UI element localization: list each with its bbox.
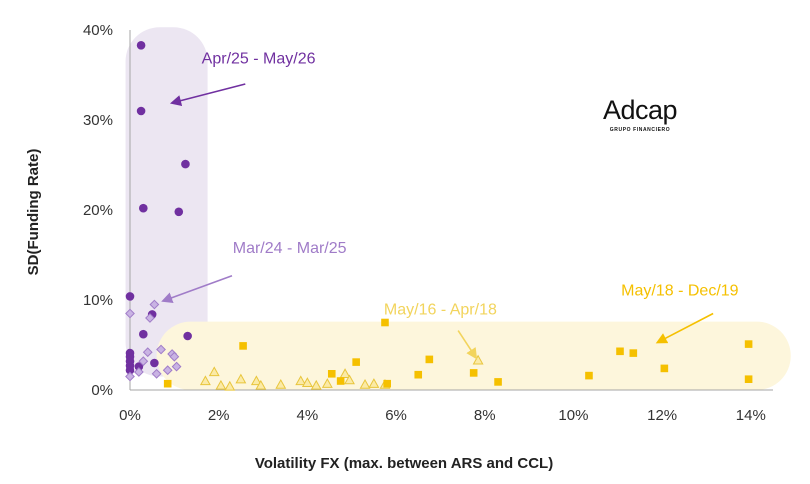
annotation-label: May/18 - Dec/19 (621, 283, 738, 300)
data-point (472, 354, 484, 365)
data-point (321, 378, 333, 388)
x-tick-label: 2% (208, 407, 230, 424)
x-tick-label: 4% (297, 407, 319, 424)
y-tick-label: 0% (91, 382, 113, 399)
annotation-arrow (169, 83, 246, 107)
x-tick-label: 12% (647, 407, 677, 424)
data-point (162, 365, 173, 376)
data-point (381, 318, 389, 327)
y-tick-label: 40% (83, 22, 113, 39)
series-square (163, 318, 753, 388)
data-point (368, 378, 380, 388)
data-point (156, 344, 166, 355)
data-point (125, 371, 135, 382)
y-tick-label: 10% (83, 292, 113, 309)
data-point (469, 369, 478, 377)
data-point (215, 379, 227, 390)
x-tick-labels: 0% 2% 4% 6% 8% 10% 12% 14% (119, 407, 766, 424)
data-point (139, 203, 148, 213)
data-point (183, 331, 192, 341)
data-point (255, 379, 267, 390)
data-point (133, 367, 144, 377)
y-tick-labels: 0% 10% 20% 30% 40% (83, 22, 113, 399)
data-point (125, 365, 135, 375)
annotation-arrow (457, 330, 478, 360)
data-point (327, 370, 336, 378)
logo-subtext: GRUPO FINANCIERO (610, 127, 670, 133)
data-point (145, 313, 155, 323)
data-point (134, 362, 144, 371)
y-tick-label: 20% (83, 202, 113, 219)
data-point (125, 308, 135, 319)
annotation-arrow (655, 312, 714, 344)
data-point (150, 358, 159, 368)
data-point (250, 375, 262, 386)
data-point (660, 364, 669, 373)
band-purple (125, 27, 208, 377)
data-point (199, 375, 211, 386)
data-point (295, 375, 307, 386)
data-point (352, 358, 360, 366)
axes (129, 30, 773, 391)
y-tick-label: 30% (83, 112, 113, 129)
series-triangle (199, 354, 484, 391)
data-point (224, 380, 236, 391)
data-point (414, 370, 423, 379)
data-point (181, 159, 190, 169)
data-point (138, 356, 149, 367)
x-tick-label: 14% (736, 407, 766, 424)
data-point (744, 375, 753, 383)
data-point (136, 106, 146, 116)
data-point (239, 342, 247, 350)
data-point (336, 377, 345, 385)
annotation-label: Apr/25 - May/26 (202, 50, 316, 67)
data-point (616, 347, 624, 356)
x-tick-label: 8% (474, 407, 496, 424)
data-point (149, 299, 160, 310)
adcap-logo: Adcap GRUPO FINANCIERO (603, 95, 678, 133)
annotation-label: May/16 - Apr/18 (384, 301, 497, 318)
band-yellow (156, 321, 791, 390)
data-point (208, 366, 220, 377)
data-point (142, 347, 153, 358)
data-point (174, 207, 184, 217)
data-point (310, 379, 322, 390)
x-tick-label: 10% (558, 407, 588, 424)
x-tick-label: 6% (385, 407, 407, 424)
series-circle (125, 41, 192, 375)
data-point (171, 361, 182, 372)
annotation-label: Mar/24 - Mar/25 (233, 240, 347, 257)
logo-text: Adcap (603, 95, 677, 125)
data-point (169, 351, 180, 362)
data-point (344, 374, 355, 385)
data-point (151, 368, 162, 379)
x-axis-title: Volatility FX (max. between ARS and CCL) (255, 455, 553, 472)
series-diamond (125, 299, 182, 382)
x-tick-label: 0% (119, 407, 141, 424)
data-point (125, 292, 135, 301)
highlight-bands (125, 27, 791, 390)
annotation-arrow (161, 274, 233, 304)
data-point (235, 373, 247, 384)
annotations: Apr/25 - May/26 Mar/24 - Mar/25 May/16 - A… (161, 50, 739, 360)
data-point (139, 329, 148, 339)
data-points (125, 41, 753, 391)
data-point (494, 378, 502, 386)
data-point (359, 378, 371, 389)
data-point (136, 41, 146, 50)
data-point (383, 379, 391, 388)
data-point (629, 349, 638, 357)
data-point (339, 368, 351, 378)
data-point (275, 378, 287, 389)
data-point (744, 340, 753, 348)
data-point (585, 371, 593, 380)
data-point (301, 377, 313, 387)
data-point (163, 379, 172, 388)
data-point (425, 355, 434, 364)
y-axis-title: SD(Funding Rate) (25, 149, 42, 276)
